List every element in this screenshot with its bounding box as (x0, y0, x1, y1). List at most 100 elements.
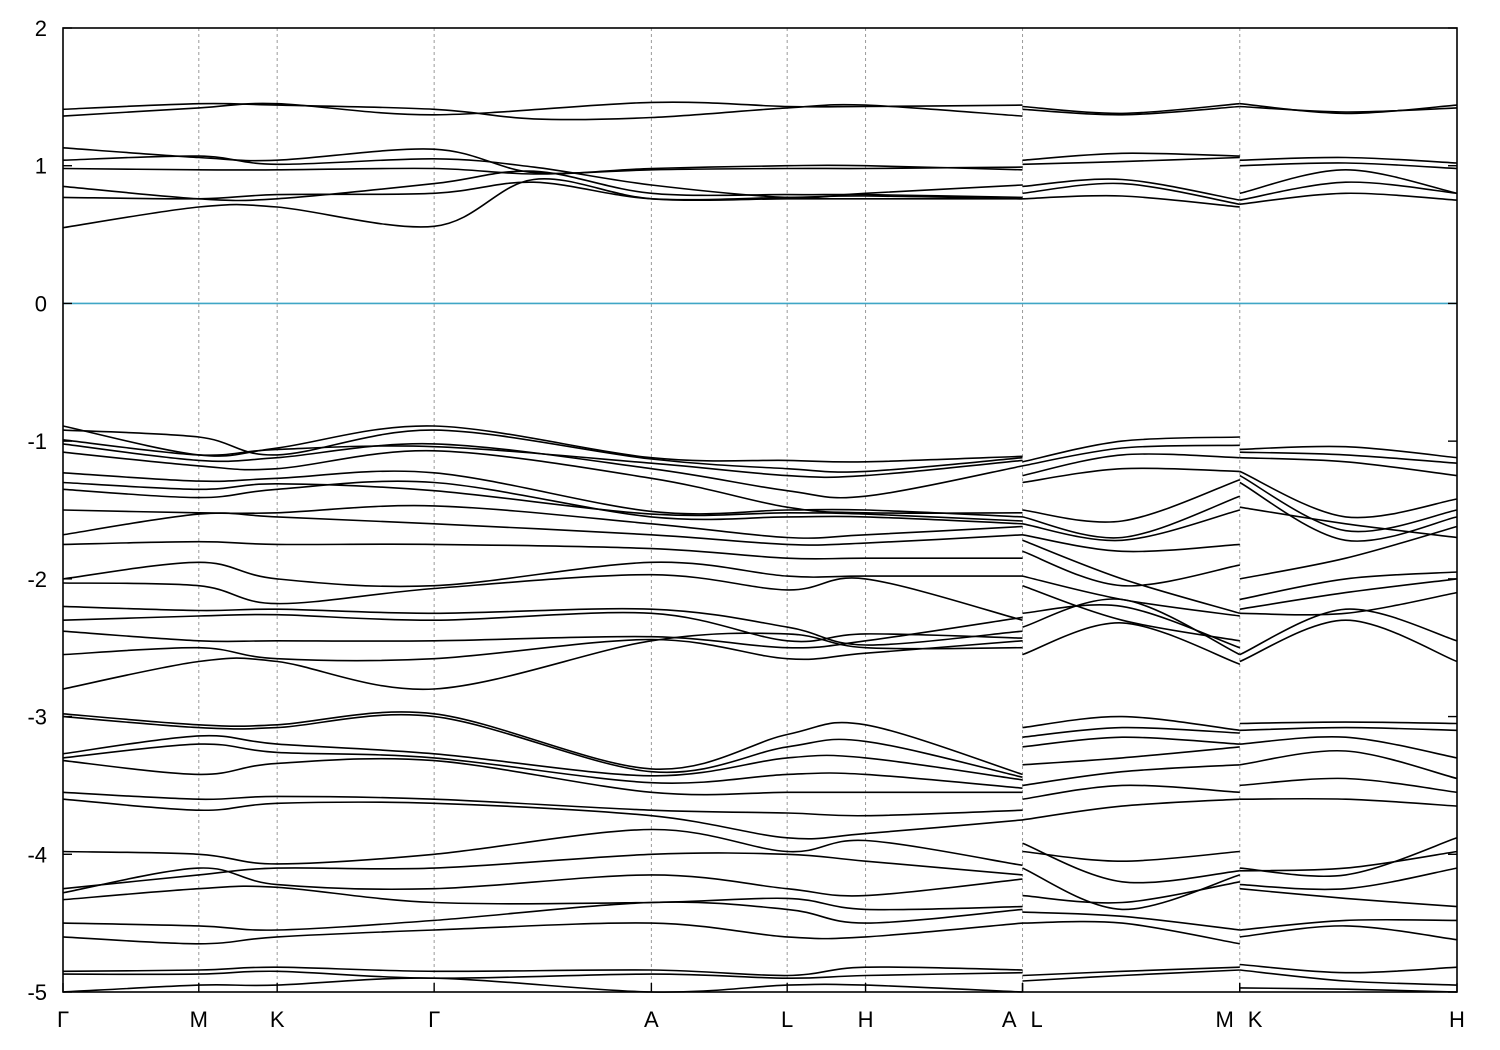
x-tick-label: L (781, 1007, 793, 1032)
band-line (62, 181, 1023, 201)
band-line (62, 442, 1023, 499)
band-line (1239, 474, 1458, 533)
x-tick-label: Γ (428, 1007, 440, 1032)
band-line (1022, 911, 1240, 931)
x-tick-label: K (270, 1007, 285, 1032)
band-line (1022, 509, 1240, 542)
band-line (1239, 777, 1458, 794)
band-line (1022, 867, 1241, 911)
band-line (62, 901, 1023, 931)
band-line (62, 170, 1023, 202)
band-line (62, 573, 1023, 621)
band-line (1022, 622, 1241, 665)
band-line (62, 713, 1023, 778)
band-line (62, 429, 1023, 473)
band-line (1239, 156, 1458, 164)
band-line (1239, 797, 1458, 807)
x-tick-label: A (1002, 1007, 1017, 1032)
band-line (62, 852, 1023, 890)
band-line (1022, 467, 1240, 484)
band-line (62, 757, 1023, 796)
band-line (1022, 178, 1240, 201)
band-line (62, 743, 1023, 789)
band-line (62, 425, 1023, 463)
x-tick-label: Γ (57, 1007, 69, 1032)
band-line (1022, 798, 1240, 821)
band-line (62, 885, 1023, 911)
band-line (1239, 887, 1458, 908)
band-line (62, 970, 1023, 980)
band-line (1022, 152, 1240, 161)
band-line (62, 439, 1023, 479)
y-tick-label: -1 (27, 429, 47, 454)
band-line (62, 922, 1023, 945)
x-tick-label: H (858, 1007, 874, 1032)
band-line (1239, 619, 1458, 663)
band-line (62, 791, 1023, 817)
band-line (1239, 578, 1458, 610)
kpath-gridlines (198, 28, 1241, 992)
y-tick-label: 1 (35, 154, 47, 179)
band-line (1239, 481, 1458, 542)
band-line (1239, 969, 1458, 986)
band-line (62, 611, 1023, 643)
x-tick-label: A (644, 1007, 659, 1032)
band-line (62, 155, 1023, 199)
band-line (62, 798, 1023, 840)
band-line (1022, 966, 1240, 977)
band-line (1239, 525, 1458, 580)
band-line (1022, 736, 1240, 748)
band-line (1022, 715, 1240, 732)
band-line (1022, 920, 1240, 945)
band-line (1239, 850, 1458, 872)
band-line (1022, 478, 1241, 523)
band-line (1022, 444, 1240, 467)
band-line (62, 178, 1023, 229)
band-line (62, 449, 1023, 514)
band-line (1239, 963, 1458, 974)
band-line (1022, 182, 1240, 206)
band-line (1239, 571, 1458, 601)
band-line (1022, 156, 1240, 166)
band-line (1239, 102, 1458, 115)
band-line (1022, 726, 1240, 738)
band-line (62, 867, 1023, 897)
band-line (1022, 102, 1240, 115)
band-line (62, 828, 1023, 867)
band-line (62, 480, 1023, 525)
band-line (62, 470, 1023, 518)
band-line (62, 638, 1023, 662)
band-line (62, 711, 1023, 776)
y-tick-label: 2 (35, 16, 47, 41)
band-line (1239, 736, 1458, 759)
band-line (1022, 539, 1241, 615)
band-line (1022, 746, 1240, 766)
band-line (62, 734, 1023, 781)
y-tick-label: 0 (35, 291, 47, 316)
x-tick-label: M (190, 1007, 208, 1032)
band-line (62, 540, 1023, 560)
band-line (1239, 591, 1458, 616)
band-line (1239, 181, 1458, 201)
band-line (1022, 842, 1240, 884)
band-line (62, 632, 1023, 691)
band-line (1022, 850, 1240, 863)
band-line (62, 561, 1023, 588)
band-line (1239, 925, 1458, 941)
band-line (1022, 604, 1241, 649)
x-tick-label: M (1215, 1007, 1233, 1032)
x-tick-label: K (1248, 1007, 1263, 1032)
band-line (1239, 445, 1458, 459)
band-line (1239, 162, 1458, 170)
band-line (1239, 456, 1458, 477)
band-line (1239, 168, 1458, 195)
band-line (62, 977, 1023, 993)
band-line (1022, 550, 1240, 587)
y-axis-ticks: -5 -4 -3 -2 -1 0 1 2 (27, 16, 1457, 1005)
x-tick-label: L (1031, 1007, 1043, 1032)
band-line (1022, 598, 1241, 656)
band-line (62, 101, 1023, 117)
band-line (1022, 969, 1240, 982)
